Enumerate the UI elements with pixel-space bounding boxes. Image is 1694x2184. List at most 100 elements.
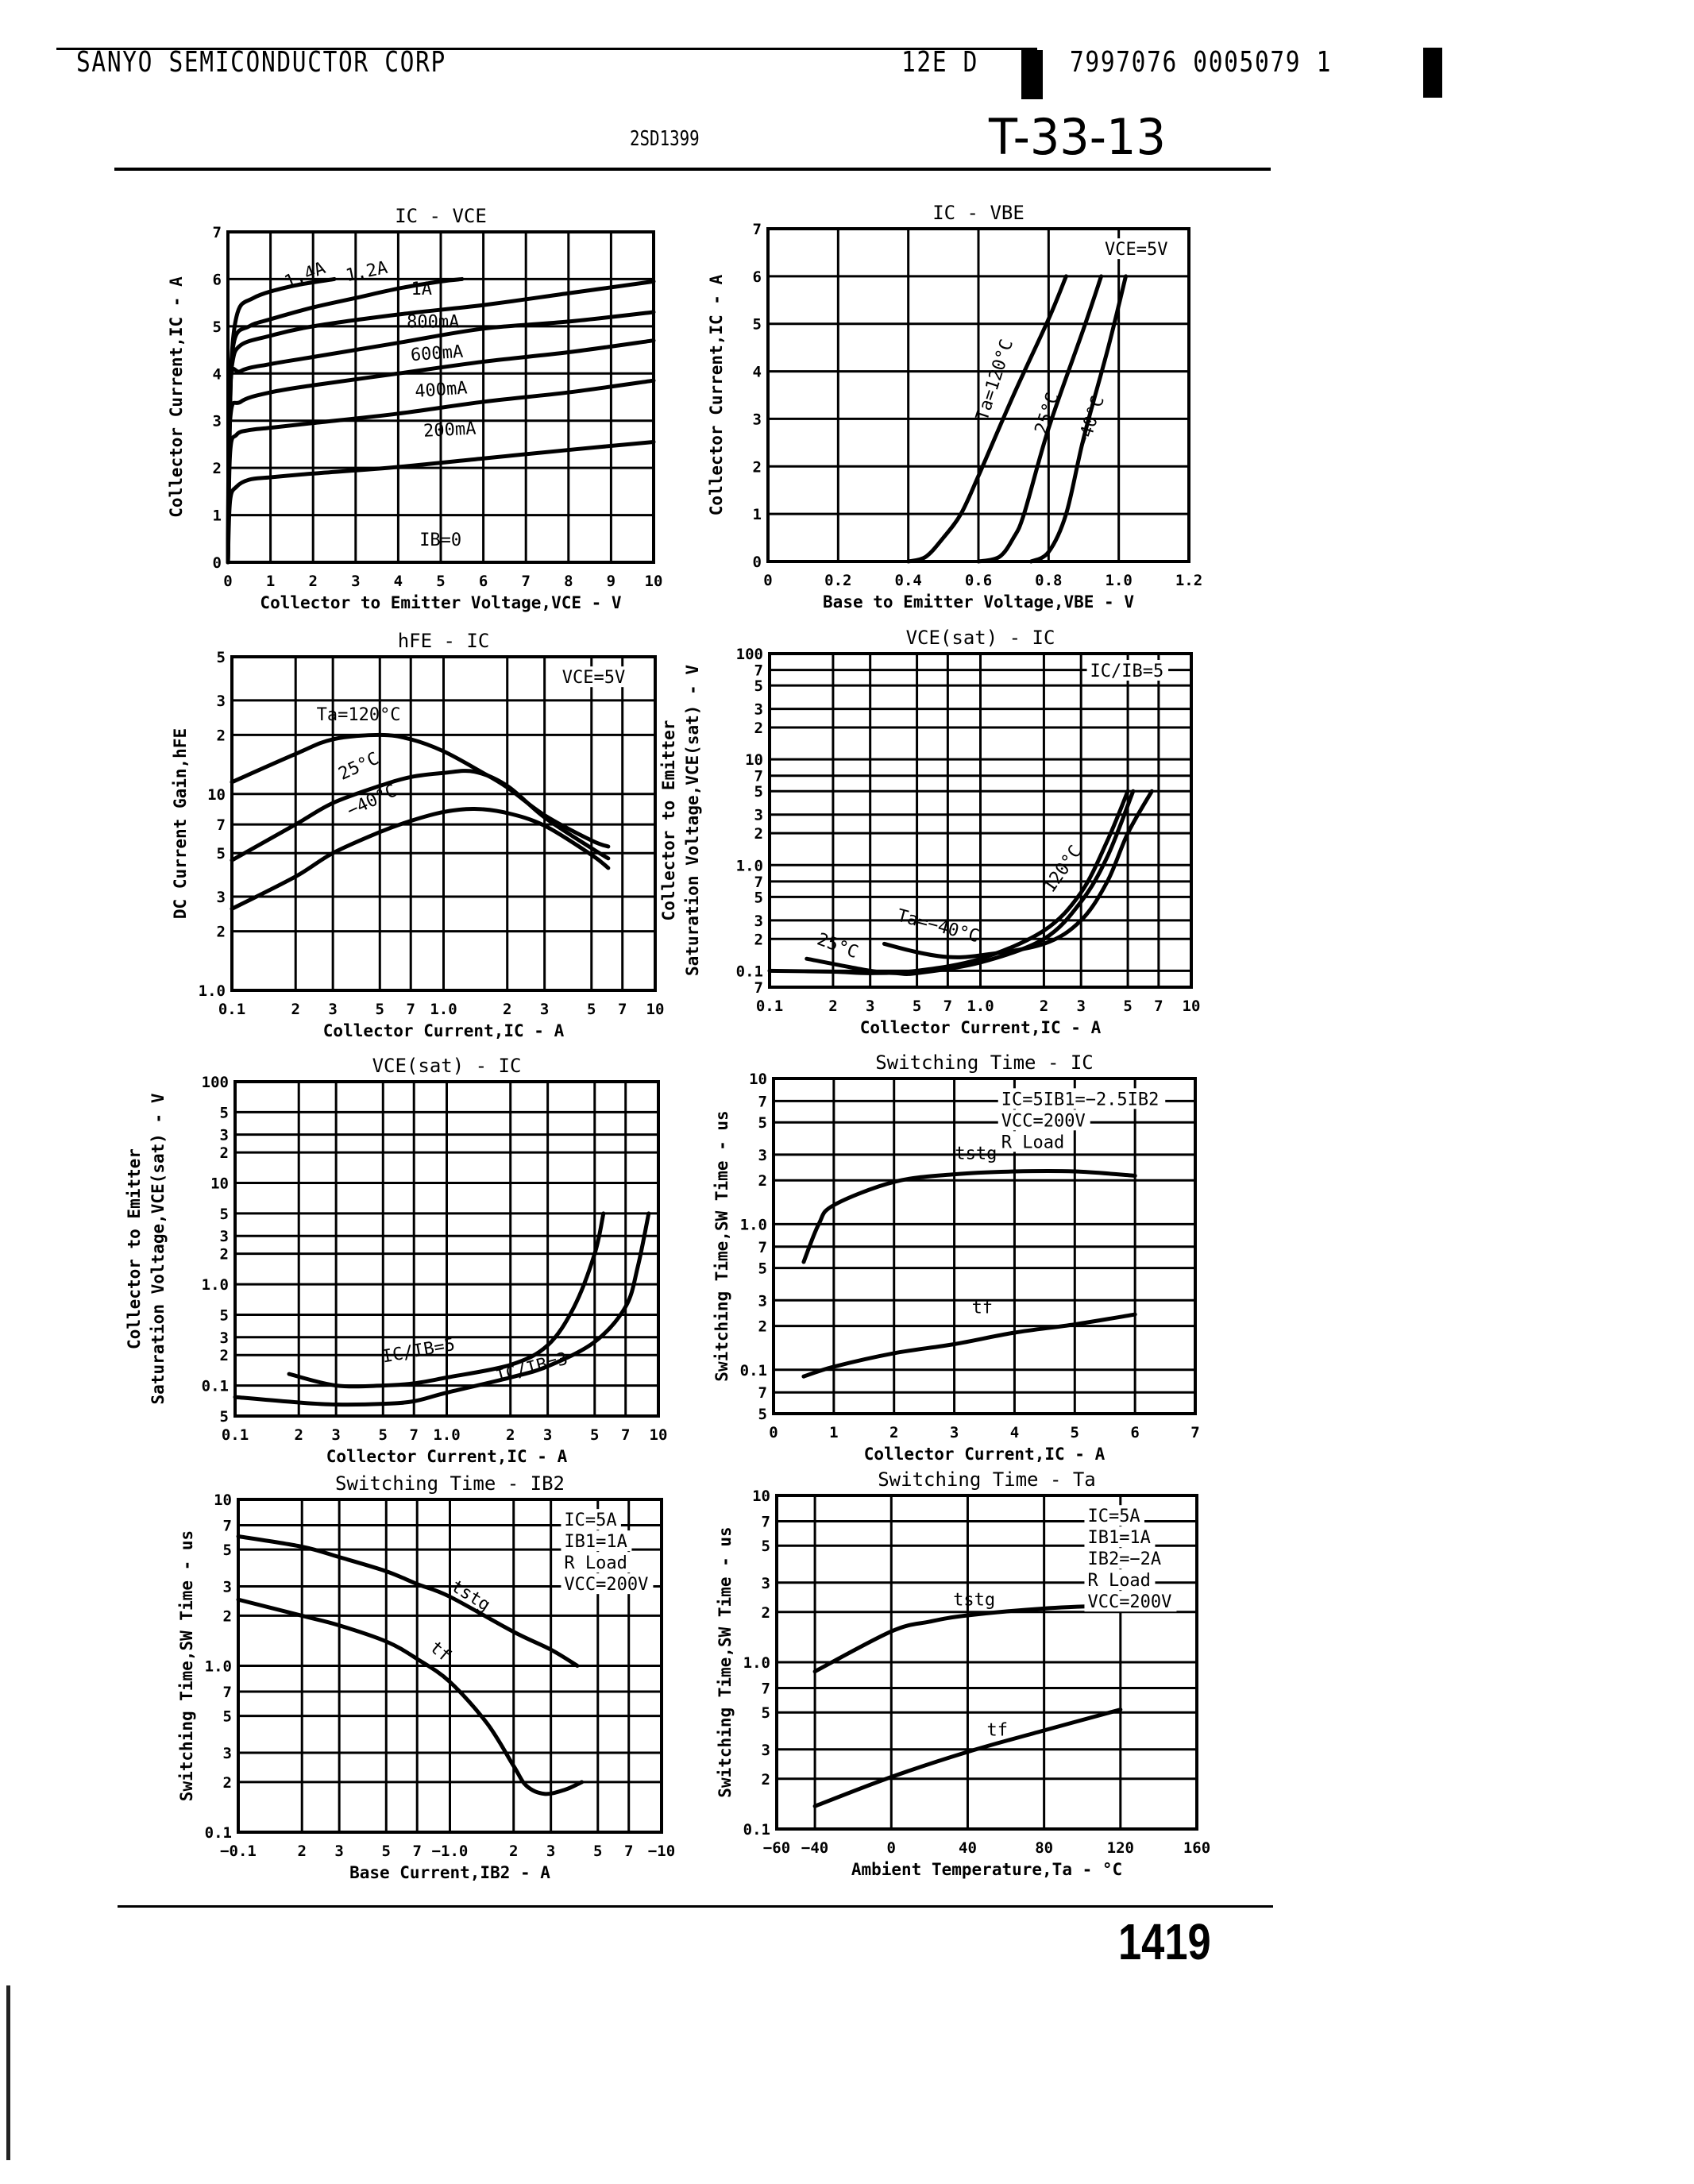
series-line [226, 310, 656, 565]
x-tick-label: 3 [328, 1001, 337, 1018]
x-tick-label: 5 [593, 1843, 602, 1860]
y-tick-label: 7 [758, 1093, 767, 1110]
y-tick-label: 0 [753, 554, 762, 571]
plot-frame [233, 1080, 660, 1418]
x-tick-label: 10 [646, 1001, 665, 1018]
x-tick-label: 7 [624, 1843, 633, 1860]
x-tick-label: 4 [394, 573, 403, 590]
x-tick-label: 7 [409, 1426, 418, 1444]
series-label: tf [972, 1298, 994, 1318]
x-tick-label: 10 [650, 1426, 668, 1444]
y-tick-label: 3 [223, 1745, 232, 1762]
x-tick-label: 2 [294, 1426, 303, 1444]
series-line [230, 732, 611, 849]
y-tick-label: 5 [220, 1104, 229, 1121]
y-tick-label: 7 [758, 1239, 767, 1256]
x-tick-label: 7 [521, 573, 530, 590]
x-tick-label: 0 [887, 1839, 896, 1857]
y-tick-label: 3 [758, 1147, 767, 1164]
x-tick-label: 0.1 [218, 1001, 245, 1018]
annotation: IB=0 [419, 531, 461, 550]
y-tick-label: 6 [213, 271, 222, 288]
y-tick-label: 2 [754, 931, 763, 948]
series-label: 800mA [407, 313, 459, 333]
x-axis-label: Ambient Temperature,Ta - °C [851, 1860, 1122, 1879]
chart-7: −0.1 2 3 5 7 −1.0 2 3 5 7 −10 10 7 5 3 2 1.0 7 5 3 2 0.1 Switc… [177, 1472, 675, 1882]
x-tick-label: 0.1 [756, 997, 783, 1015]
x-tick-label: 3 [351, 573, 360, 590]
series-line [767, 789, 1130, 975]
x-tick-label: 1.2 [1175, 572, 1202, 589]
y-tick-label: 0.1 [205, 1824, 232, 1842]
x-tick-label: 3 [950, 1424, 959, 1441]
y-tick-label: 1 [753, 506, 762, 523]
x-tick-label: 5 [1071, 1424, 1079, 1441]
test-condition: VCE=5V [562, 668, 625, 688]
series-line [236, 1597, 585, 1796]
y-tick-label: 3 [223, 1579, 232, 1596]
y-tick-label: 4 [753, 364, 762, 381]
y-tick-label: 5 [223, 1542, 232, 1559]
series-label: 25°C [336, 749, 383, 785]
y-tick-label: 7 [213, 224, 222, 241]
y-tick-label: 2 [217, 924, 226, 941]
test-condition: IC=5IB1=−2.5IB2 [1001, 1090, 1160, 1109]
series-label: Ta=120°C [317, 705, 401, 725]
chart-title: VCE(sat) - IC [906, 627, 1055, 649]
y-tick-label: 1.0 [740, 1216, 767, 1233]
x-tick-label: 3 [540, 1001, 549, 1018]
x-tick-label: 2 [503, 1001, 511, 1018]
x-tick-label: 5 [913, 997, 921, 1015]
y-tick-label: 2 [762, 1771, 770, 1788]
y-tick-label: 2 [223, 1607, 232, 1625]
y-tick-label: 0 [213, 554, 222, 572]
x-tick-label: 2 [1040, 997, 1048, 1015]
x-tick-label: 7 [406, 1001, 415, 1018]
series-line [287, 1211, 606, 1389]
y-tick-label: 10 [745, 751, 763, 769]
condition-bg [561, 1530, 632, 1552]
y-tick-label: 1.0 [205, 1658, 232, 1676]
y-tick-label: 7 [753, 221, 762, 238]
y-tick-label: 10 [210, 1175, 229, 1193]
plot-frame [768, 652, 1193, 989]
condition-bg [558, 666, 630, 688]
plot-frame [230, 655, 657, 992]
y-tick-label: 3 [754, 701, 763, 719]
test-condition: VCC=200V [1001, 1111, 1086, 1131]
chart-title: hFE - IC [398, 630, 490, 652]
x-tick-label: 40 [959, 1839, 977, 1857]
plot-frame [772, 1077, 1197, 1415]
x-axis-label: Collector Current,IC - A [860, 1018, 1102, 1037]
x-tick-label: 3 [334, 1843, 343, 1860]
y-tick-label: 5 [223, 1708, 232, 1726]
test-condition: VCE=5V [1105, 240, 1167, 260]
handwritten-code: T-33-13 [989, 108, 1166, 166]
series-label: 600mA [410, 342, 464, 366]
y-tick-label: 2 [762, 1604, 770, 1622]
x-tick-label: 2 [291, 1001, 299, 1018]
chart-6: 0 1 2 3 4 5 6 7 10 7 5 3 2 1.0 7 5 3 2 0.1 7 5 Switching Time… [712, 1051, 1200, 1464]
x-tick-label: 120 [1107, 1839, 1134, 1857]
y-tick-label: 4 [213, 365, 222, 383]
y-tick-label: 2 [758, 1318, 767, 1336]
test-condition: IC=5A [564, 1511, 616, 1530]
condition-bg [997, 1109, 1090, 1131]
series-line [236, 1534, 580, 1668]
test-condition: IB1=1A [1087, 1528, 1150, 1548]
x-tick-label: 5 [436, 573, 445, 590]
condition-bg [561, 1509, 621, 1530]
series-label: IC/IB=5 [380, 1335, 457, 1368]
y-tick-label: 100 [202, 1074, 229, 1091]
condition-bg [561, 1573, 654, 1595]
doc-number: 7997076 0005079 1 [1070, 46, 1333, 79]
chart-3: 0.1 2 3 5 7 1.0 2 3 5 7 10 5 3 2 10 7 5 3 2 1.0 hFE - IC Coll… [171, 630, 664, 1040]
test-condition: IC=5A [1087, 1507, 1140, 1526]
x-tick-label: 2 [509, 1843, 518, 1860]
x-tick-label: 6 [479, 573, 488, 590]
y-axis-label: Saturation Voltage,VCE(sat) - V [149, 1093, 168, 1404]
condition-bg [561, 1552, 632, 1573]
doc-code: 12E D [901, 46, 979, 79]
condition-bg [1084, 1505, 1144, 1526]
y-tick-label: 0.1 [736, 963, 763, 980]
